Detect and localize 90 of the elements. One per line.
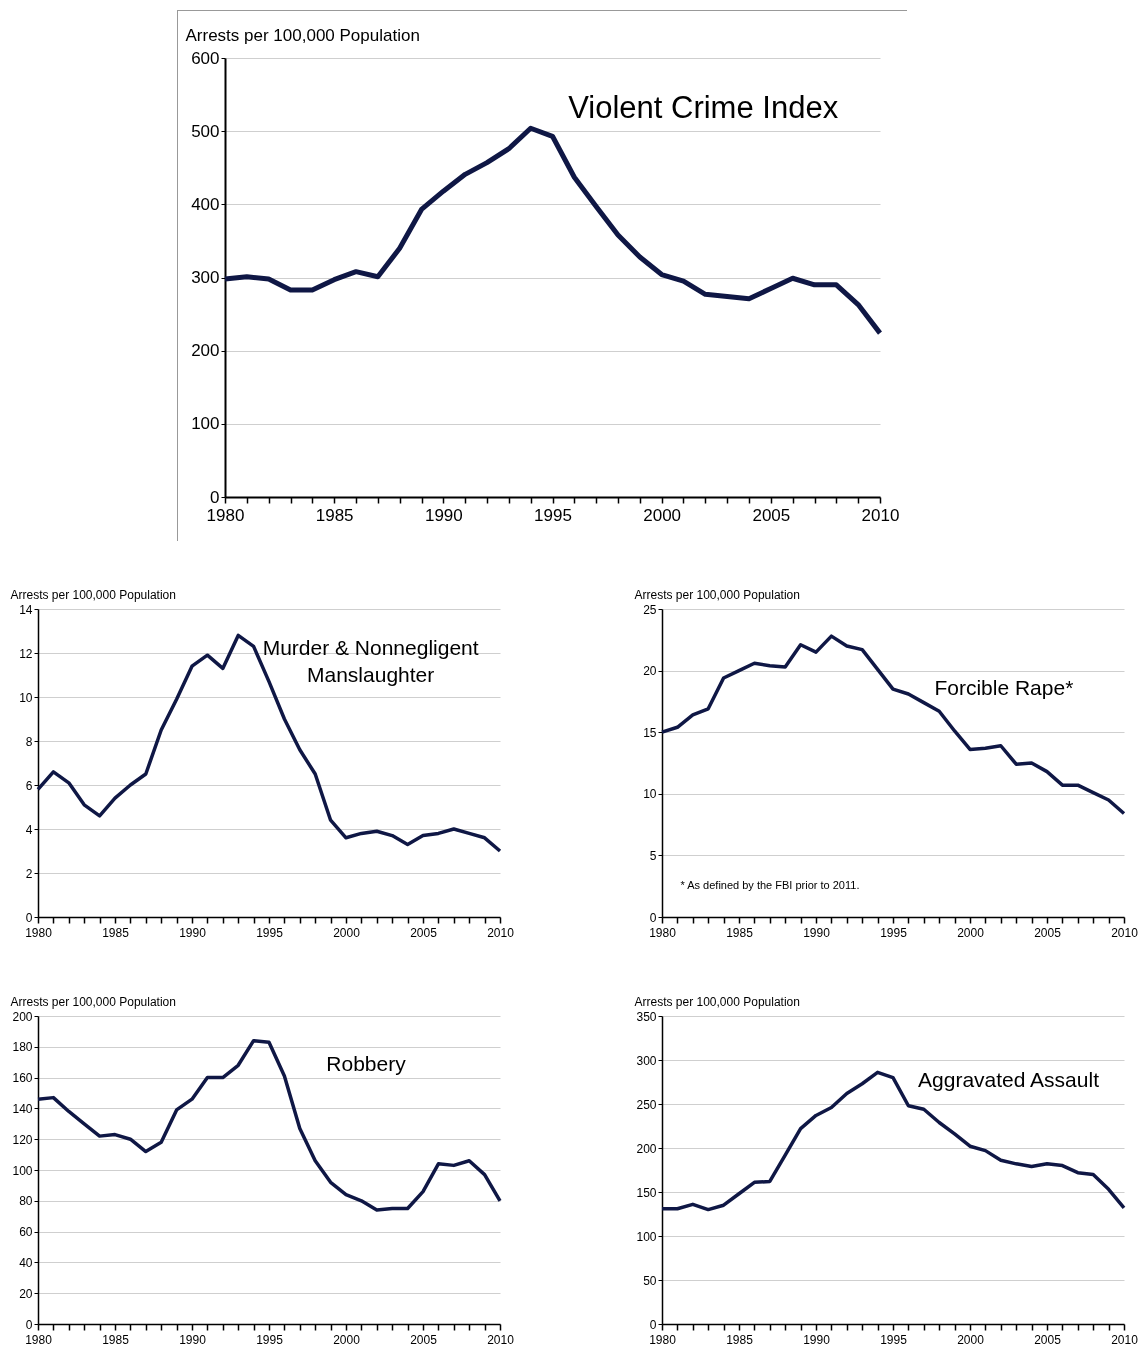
x-tick-label: 2005 — [410, 925, 438, 940]
y-tick-label: 100 — [191, 414, 220, 434]
x-tick-label: 1985 — [315, 505, 354, 525]
y-tick-label: 160 — [12, 1071, 33, 1086]
x-tick-label: 2000 — [957, 925, 985, 940]
y-tick-label: 0 — [25, 910, 33, 925]
x-tick-label: 1990 — [424, 505, 463, 525]
series-label: Robbery — [326, 1052, 407, 1076]
x-tick-label: 1985 — [726, 925, 754, 940]
x-tick-label: 2010 — [487, 925, 515, 940]
y-tick-label: 10 — [19, 690, 33, 705]
y-tick-label: 12 — [19, 646, 33, 661]
x-tick-label: 2000 — [333, 1332, 361, 1346]
y-tick-label: 4 — [25, 822, 33, 837]
x-tick-label: 1985 — [726, 1332, 754, 1346]
y-tick-label: 0 — [210, 487, 220, 507]
y-tick-label: 300 — [191, 268, 220, 287]
x-tick-label: 1995 — [256, 925, 284, 940]
y-tick-label: 6 — [25, 778, 33, 793]
x-tick-label: 1990 — [803, 925, 831, 940]
y-tick-label: 140 — [12, 1101, 33, 1116]
y-tick-label: 40 — [19, 1255, 33, 1270]
y-tick-label: 200 — [12, 1009, 33, 1024]
x-tick-label: 1995 — [880, 925, 908, 940]
y-tick-label: 50 — [643, 1273, 657, 1288]
x-tick-label: 2005 — [1034, 1332, 1062, 1346]
x-tick-label: 1995 — [880, 1332, 908, 1346]
x-tick-label: 1980 — [25, 925, 53, 940]
y-tick-label: 250 — [636, 1097, 657, 1112]
y-tick-label: 180 — [12, 1040, 33, 1055]
x-tick-label: 1980 — [649, 1332, 677, 1346]
line-series — [36, 1038, 502, 1212]
y-tick-label: 0 — [649, 910, 657, 925]
series-label: Forcible Rape* — [934, 676, 1074, 700]
line-series — [36, 633, 502, 853]
y-axis-title: Arrests per 100,000 Population — [185, 25, 420, 45]
y-tick-label: 120 — [12, 1132, 33, 1147]
y-tick-label: 200 — [191, 341, 220, 361]
y-axis-title: Arrests per 100,000 Population — [10, 994, 176, 1009]
y-tick-label: 600 — [191, 48, 220, 68]
x-tick-label: 2010 — [1111, 925, 1138, 940]
y-tick-label: 100 — [12, 1163, 33, 1178]
y-axis-title: Arrests per 100,000 Population — [634, 994, 800, 1009]
y-tick-label: 400 — [191, 194, 220, 214]
x-tick-label: 1980 — [25, 1332, 53, 1346]
annotation: * As defined by the FBI prior to 2011. — [680, 879, 860, 892]
x-tick-label: 1985 — [102, 1332, 130, 1346]
y-tick-label: 2 — [25, 866, 33, 881]
x-tick-label: 2010 — [487, 1332, 515, 1346]
y-tick-label: 15 — [643, 725, 657, 740]
y-tick-label: 0 — [649, 1317, 657, 1332]
y-tick-label: 8 — [25, 734, 33, 749]
x-tick-label: 2010 — [1111, 1332, 1138, 1346]
x-tick-label: 2000 — [643, 505, 682, 525]
x-tick-label: 1990 — [803, 1332, 831, 1346]
y-axis-title: Arrests per 100,000 Population — [634, 587, 800, 602]
x-tick-label: 2000 — [333, 925, 361, 940]
x-tick-label: 2005 — [1034, 925, 1062, 940]
y-tick-label: 350 — [636, 1009, 657, 1024]
y-tick-label: 14 — [19, 602, 33, 617]
x-tick-label: 2005 — [410, 1332, 438, 1346]
x-tick-label: 1980 — [649, 925, 677, 940]
x-tick-label: 1985 — [102, 925, 130, 940]
y-tick-label: 150 — [636, 1185, 657, 1200]
y-tick-label: 20 — [19, 1286, 33, 1301]
y-tick-label: 10 — [643, 787, 657, 802]
line-series — [660, 1070, 1126, 1212]
y-tick-label: 0 — [25, 1317, 33, 1332]
x-tick-label: 1995 — [534, 505, 572, 525]
x-tick-label: 1990 — [179, 925, 207, 940]
series-label: Aggravated Assault — [918, 1067, 1100, 1091]
y-tick-label: 500 — [191, 121, 220, 141]
y-tick-label: 200 — [636, 1141, 657, 1156]
y-tick-label: 20 — [643, 664, 657, 679]
x-tick-label: 1995 — [256, 1332, 284, 1346]
x-tick-label: 2000 — [957, 1332, 985, 1346]
line-series — [660, 634, 1126, 816]
x-tick-label: 1990 — [179, 1332, 207, 1346]
y-tick-label: 5 — [649, 848, 657, 863]
series-label: Murder & Nonnegligent Manslaughter — [262, 636, 479, 687]
y-tick-label: 300 — [636, 1053, 657, 1068]
y-tick-label: 60 — [19, 1225, 33, 1240]
x-tick-label: 2005 — [752, 505, 791, 525]
x-tick-label: 2010 — [861, 505, 900, 525]
y-tick-label: 80 — [19, 1194, 33, 1209]
x-tick-label: 1980 — [206, 505, 245, 525]
series-label: Violent Crime Index — [568, 89, 839, 125]
y-tick-label: 100 — [636, 1229, 657, 1244]
y-axis-title: Arrests per 100,000 Population — [10, 587, 176, 602]
y-tick-label: 25 — [643, 602, 657, 617]
